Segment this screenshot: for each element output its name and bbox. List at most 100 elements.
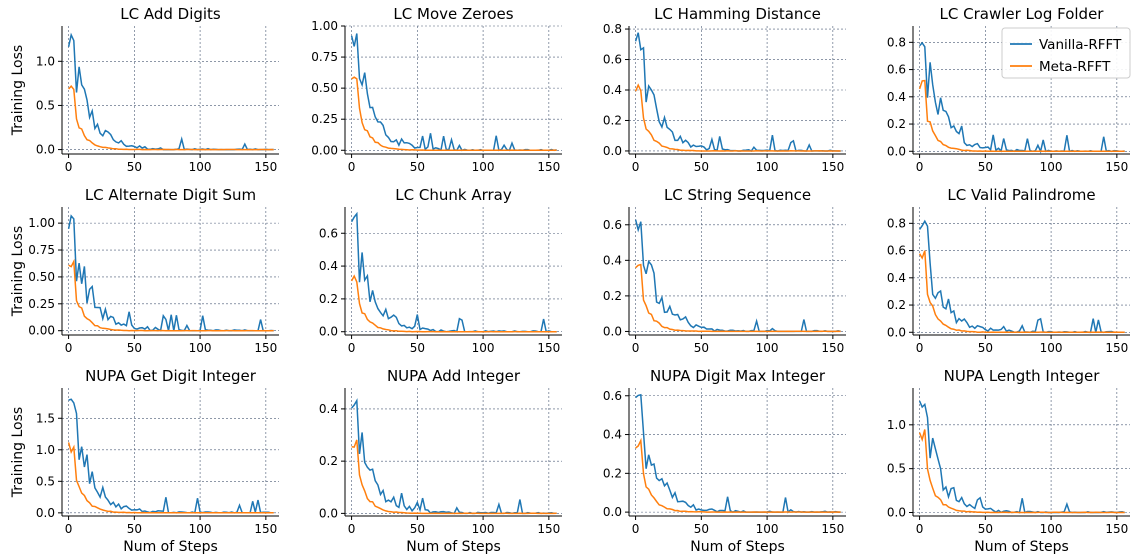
- y-tick-label: 0.0: [36, 143, 55, 157]
- x-tick-label: 0: [916, 522, 924, 536]
- x-tick-label: 50: [978, 341, 993, 355]
- y-tick-label: 0.50: [311, 81, 338, 95]
- x-tick-label: 150: [1105, 341, 1128, 355]
- y-tick-label: 0.00: [28, 324, 55, 338]
- series-line-meta: [351, 76, 557, 152]
- y-tick-label: 0.00: [311, 143, 338, 157]
- y-tick-label: 0.50: [28, 270, 55, 284]
- x-tick-label: 100: [472, 522, 495, 536]
- x-tick-label: 0: [916, 160, 924, 174]
- x-tick-label: 150: [537, 160, 560, 174]
- y-tick-label: 1.0: [887, 418, 906, 432]
- subplot-title: NUPA Get Digit Integer: [85, 367, 257, 385]
- y-tick-label: 1.00: [311, 19, 338, 33]
- y-tick-label: 0.2: [319, 454, 338, 468]
- y-tick-label: 0.6: [887, 244, 906, 258]
- y-tick-label: 0.25: [28, 297, 55, 311]
- x-tick-label: 50: [127, 341, 142, 355]
- y-tick-label: 0.2: [603, 113, 622, 127]
- x-tick-label: 50: [127, 522, 142, 536]
- x-tick-label: 100: [472, 160, 495, 174]
- series-line-meta: [918, 250, 1125, 334]
- y-tick-label: 0.6: [319, 226, 338, 240]
- x-tick-label: 100: [472, 341, 495, 355]
- series-line-meta: [351, 439, 557, 515]
- x-tick-label: 0: [632, 160, 640, 174]
- y-tick-label: 0.0: [603, 505, 622, 519]
- series-line-vanilla: [67, 32, 274, 151]
- series-line-vanilla: [634, 219, 841, 333]
- y-tick-label: 0.4: [603, 428, 622, 442]
- legend: Vanilla-RFFT Meta-RFFT: [1001, 27, 1131, 79]
- x-tick-label: 50: [410, 341, 425, 355]
- x-tick-label: 50: [410, 160, 425, 174]
- y-tick-label: 0.6: [603, 53, 622, 67]
- y-tick-label: 0.4: [887, 271, 906, 285]
- y-tick-label: 0.4: [319, 402, 338, 416]
- x-tick-label: 100: [756, 160, 779, 174]
- series-line-meta: [67, 442, 274, 514]
- y-tick-label: 0.0: [319, 325, 338, 339]
- y-tick-label: 0.4: [603, 253, 622, 267]
- legend-entry: Vanilla-RFFT: [1039, 37, 1122, 53]
- x-tick-label: 0: [348, 522, 356, 536]
- y-tick-label: 0.4: [603, 83, 622, 97]
- x-axis-label: Num of Steps: [406, 539, 501, 555]
- x-tick-label: 0: [632, 341, 640, 355]
- series-line-meta: [634, 83, 841, 152]
- subplot-6: 0 50 100 150 0.0 0.2 0.4 0.6 LC Chunk Array: [319, 186, 562, 355]
- y-tick-label: 0.0: [603, 324, 622, 338]
- x-tick-label: 0: [348, 160, 356, 174]
- x-tick-label: 100: [189, 160, 212, 174]
- subplot-title: LC String Sequence: [664, 186, 811, 204]
- y-tick-label: 1.00: [28, 216, 55, 230]
- y-tick-label: 0.8: [887, 216, 906, 230]
- subplot-9: 0 50 100 150 0.0 0.5 1.0 1.5 NUPA Get Digit Inte…: [10, 367, 279, 555]
- y-tick-label: 0.75: [311, 50, 338, 64]
- x-tick-label: 50: [978, 522, 993, 536]
- y-axis-label: Training Loss: [10, 407, 26, 498]
- series-line-meta: [68, 258, 274, 332]
- subplot-title: LC Alternate Digit Sum: [85, 186, 256, 204]
- y-tick-label: 0.6: [603, 389, 622, 403]
- series-line-meta: [68, 85, 274, 151]
- subplot-title: LC Valid Palindrome: [947, 186, 1095, 204]
- y-tick-label: 0.4: [887, 90, 906, 104]
- x-tick-label: 150: [254, 522, 277, 536]
- y-tick-label: 0.75: [28, 243, 55, 257]
- y-axis-label: Training Loss: [10, 45, 26, 136]
- x-tick-label: 0: [916, 341, 924, 355]
- series-line-meta: [635, 263, 841, 333]
- x-tick-label: 50: [127, 160, 142, 174]
- series-line-meta: [918, 79, 1125, 153]
- series-line-vanilla: [67, 214, 274, 332]
- x-tick-label: 150: [1105, 160, 1128, 174]
- series-line-vanilla: [350, 33, 557, 152]
- subplot-1: 0 50 100 150 0.0 0.5 1.0 LC Add Digits Training …: [10, 5, 279, 174]
- series-line-vanilla: [918, 219, 1125, 334]
- subplot-12: 0 50 100 150 0.0 0.5 1.0 NUPA Length Integer Num…: [887, 367, 1130, 555]
- x-tick-label: 150: [537, 522, 560, 536]
- subplot-5: 0 50 100 150 0.00 0.25 0.50 0.75 1.00 LC Alternat…: [10, 186, 279, 355]
- x-tick-label: 150: [821, 341, 844, 355]
- y-tick-label: 1.0: [36, 54, 55, 68]
- y-tick-label: 1.0: [36, 443, 55, 457]
- y-tick-label: 0.0: [36, 506, 55, 520]
- y-tick-label: 0.5: [36, 98, 55, 112]
- x-tick-label: 150: [821, 160, 844, 174]
- x-tick-label: 100: [1040, 522, 1063, 536]
- subplot-title: LC Hamming Distance: [654, 5, 821, 23]
- y-tick-label: 0.8: [887, 35, 906, 49]
- subplot-3: 0 50 100 150 0.0 0.2 0.4 0.6 0.8 LC Hamming Dista…: [603, 5, 846, 174]
- y-tick-label: 0.0: [319, 506, 338, 520]
- x-tick-label: 50: [694, 341, 709, 355]
- y-tick-label: 0.0: [887, 144, 906, 158]
- subplot-title: LC Add Digits: [120, 5, 221, 23]
- series-line-vanilla: [350, 211, 557, 333]
- x-tick-label: 150: [254, 160, 277, 174]
- subplot-10: 0 50 100 150 0.0 0.2 0.4 NUPA Add Integer Num of…: [319, 367, 562, 555]
- x-tick-label: 0: [632, 522, 640, 536]
- y-tick-label: 0.25: [311, 112, 338, 126]
- x-tick-label: 0: [65, 160, 73, 174]
